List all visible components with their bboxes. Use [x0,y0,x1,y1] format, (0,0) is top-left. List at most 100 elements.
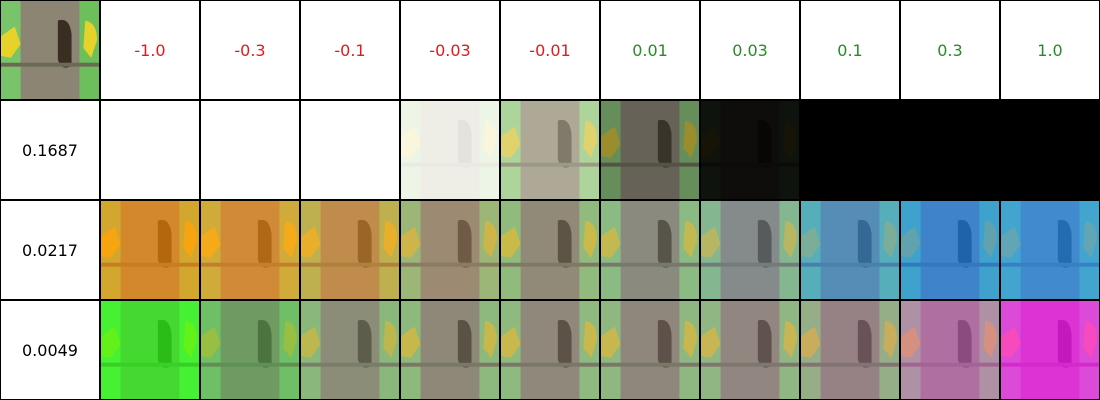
tile-scene-shape [701,226,721,258]
tile-scene [301,201,399,299]
tile-scene-shape [601,262,699,267]
adjusted-image-tile [1000,300,1100,400]
column-header: -0.3 [200,0,300,100]
tile-scene-shape [401,362,499,367]
adjusted-image-tile [600,100,700,200]
tile-scene [501,301,599,399]
tile-scene-shape [1083,120,1098,158]
tile-scene-shape [401,226,421,258]
tile-scene-shape [657,219,672,268]
tile-scene-shape [1001,162,1099,167]
tile-scene-shape [483,220,498,258]
adjusted-image-tile [200,300,300,400]
tile-scene [401,201,499,299]
tile-scene-shape [401,326,421,358]
tile-scene-shape [701,262,799,267]
tile-scene-shape [557,119,572,168]
row-header-label: 0.0049 [22,340,78,360]
tile-scene-shape [157,319,172,368]
tile-scene-shape [457,319,472,368]
tile-scene [601,101,699,199]
adjusted-image-tile [800,300,900,400]
adjusted-image-tile [300,300,400,400]
tile-scene-shape [101,326,121,358]
tile-scene-shape [201,262,299,267]
tile-scene-shape [701,162,799,167]
tile-scene-shape [1001,126,1021,158]
column-header: 1.0 [1000,0,1100,100]
tile-scene [801,201,899,299]
adjusted-image-tile [400,300,500,400]
adjusted-image-tile [400,200,500,300]
tile-scene [301,101,399,199]
tile-scene-shape [757,319,772,368]
tile-scene [1001,201,1099,299]
column-header-label: -0.3 [234,40,266,60]
tile-scene [701,301,799,399]
adjusted-image-tile [800,200,900,300]
tile-scene-shape [757,219,772,268]
column-header: 0.03 [700,0,800,100]
column-header: -1.0 [100,0,200,100]
tile-scene-shape [183,220,198,258]
tile-scene-shape [857,319,872,368]
tile-scene-shape [901,126,921,158]
column-header-label: 0.3 [937,40,963,60]
tile-scene-shape [457,219,472,268]
adjusted-image-tile [300,100,400,200]
tile-scene-shape [601,326,621,358]
column-header-label: -0.03 [429,40,471,60]
column-header-label: -0.1 [334,40,366,60]
tile-scene-shape [283,120,298,158]
tile-scene-shape [483,320,498,358]
adjusted-image-tile [200,100,300,200]
tile-scene [101,101,199,199]
tile-scene-shape [757,119,772,168]
tile-scene-shape [957,119,972,168]
tile-scene [901,101,999,199]
tile-scene-shape [1001,362,1099,367]
tile-scene-shape [383,320,398,358]
tile-scene-shape [1057,119,1072,168]
adjusted-image-tile [500,100,600,200]
tile-scene-shape [401,162,499,167]
tile-scene-shape [583,120,598,158]
adjusted-image-tile [700,300,800,400]
tile-scene-shape [601,126,621,158]
column-header-label: 0.1 [837,40,863,60]
adjusted-image-tile [900,200,1000,300]
tile-scene-shape [501,326,521,358]
tile-scene [501,101,599,199]
tile-scene-shape [1057,319,1072,368]
adjusted-image-tile [700,100,800,200]
tile-scene [201,101,299,199]
adjusted-image-tile [200,200,300,300]
tile-scene-shape [1001,226,1021,258]
column-header: -0.03 [400,0,500,100]
tile-scene-shape [283,220,298,258]
tile-scene-shape [657,119,672,168]
tile-scene-shape [801,362,899,367]
tile-scene-shape [157,119,172,168]
row-header-label: 0.1687 [22,140,78,160]
tile-scene-shape [501,362,599,367]
reference-scene [1,1,99,99]
tile-scene-shape [501,226,521,258]
tile-scene-shape [301,362,399,367]
tile-scene-shape [201,226,221,258]
tile-scene-shape [983,120,998,158]
tile-scene-shape [401,262,499,267]
tile-scene-shape [901,262,999,267]
column-header: -0.1 [300,0,400,100]
column-header: 0.1 [800,0,900,100]
tile-scene [401,101,499,199]
tile-scene-shape [357,319,372,368]
tile-scene-shape [183,320,198,358]
tile-scene-shape [457,119,472,168]
tile-scene-shape [1001,326,1021,358]
tile-scene-shape [983,220,998,258]
adjusted-image-tile [400,100,500,200]
tile-scene-shape [257,319,272,368]
tile-scene-shape [301,126,321,158]
